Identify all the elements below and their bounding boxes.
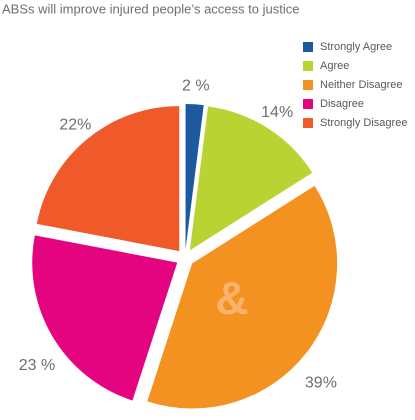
chart-title: ABSs will improve injured people’s acces… — [2, 1, 299, 16]
legend-swatch — [303, 80, 313, 90]
slice-label: 14% — [261, 104, 293, 121]
pie-slice — [36, 106, 180, 252]
slice-label: 39% — [305, 375, 337, 392]
legend-label: Strongly Agree — [320, 41, 392, 53]
legend-label: Neither Disagree — [320, 79, 403, 91]
legend-swatch — [303, 99, 313, 109]
legend-swatch — [303, 61, 313, 71]
slice-label: 22% — [59, 117, 91, 134]
pie-slice — [189, 106, 313, 251]
legend-label: Agree — [320, 60, 349, 72]
slice-label: 2 % — [182, 78, 210, 95]
pie-slice — [32, 235, 178, 401]
legend-swatch — [303, 42, 313, 52]
slice-label: 23 % — [19, 357, 55, 374]
pie-slice — [185, 104, 204, 250]
legend-label: Disagree — [320, 98, 364, 110]
pie-slice — [147, 185, 338, 409]
legend-label: Strongly Disagree — [320, 117, 407, 129]
watermark: & — [215, 272, 248, 324]
legend-swatch — [303, 118, 313, 128]
